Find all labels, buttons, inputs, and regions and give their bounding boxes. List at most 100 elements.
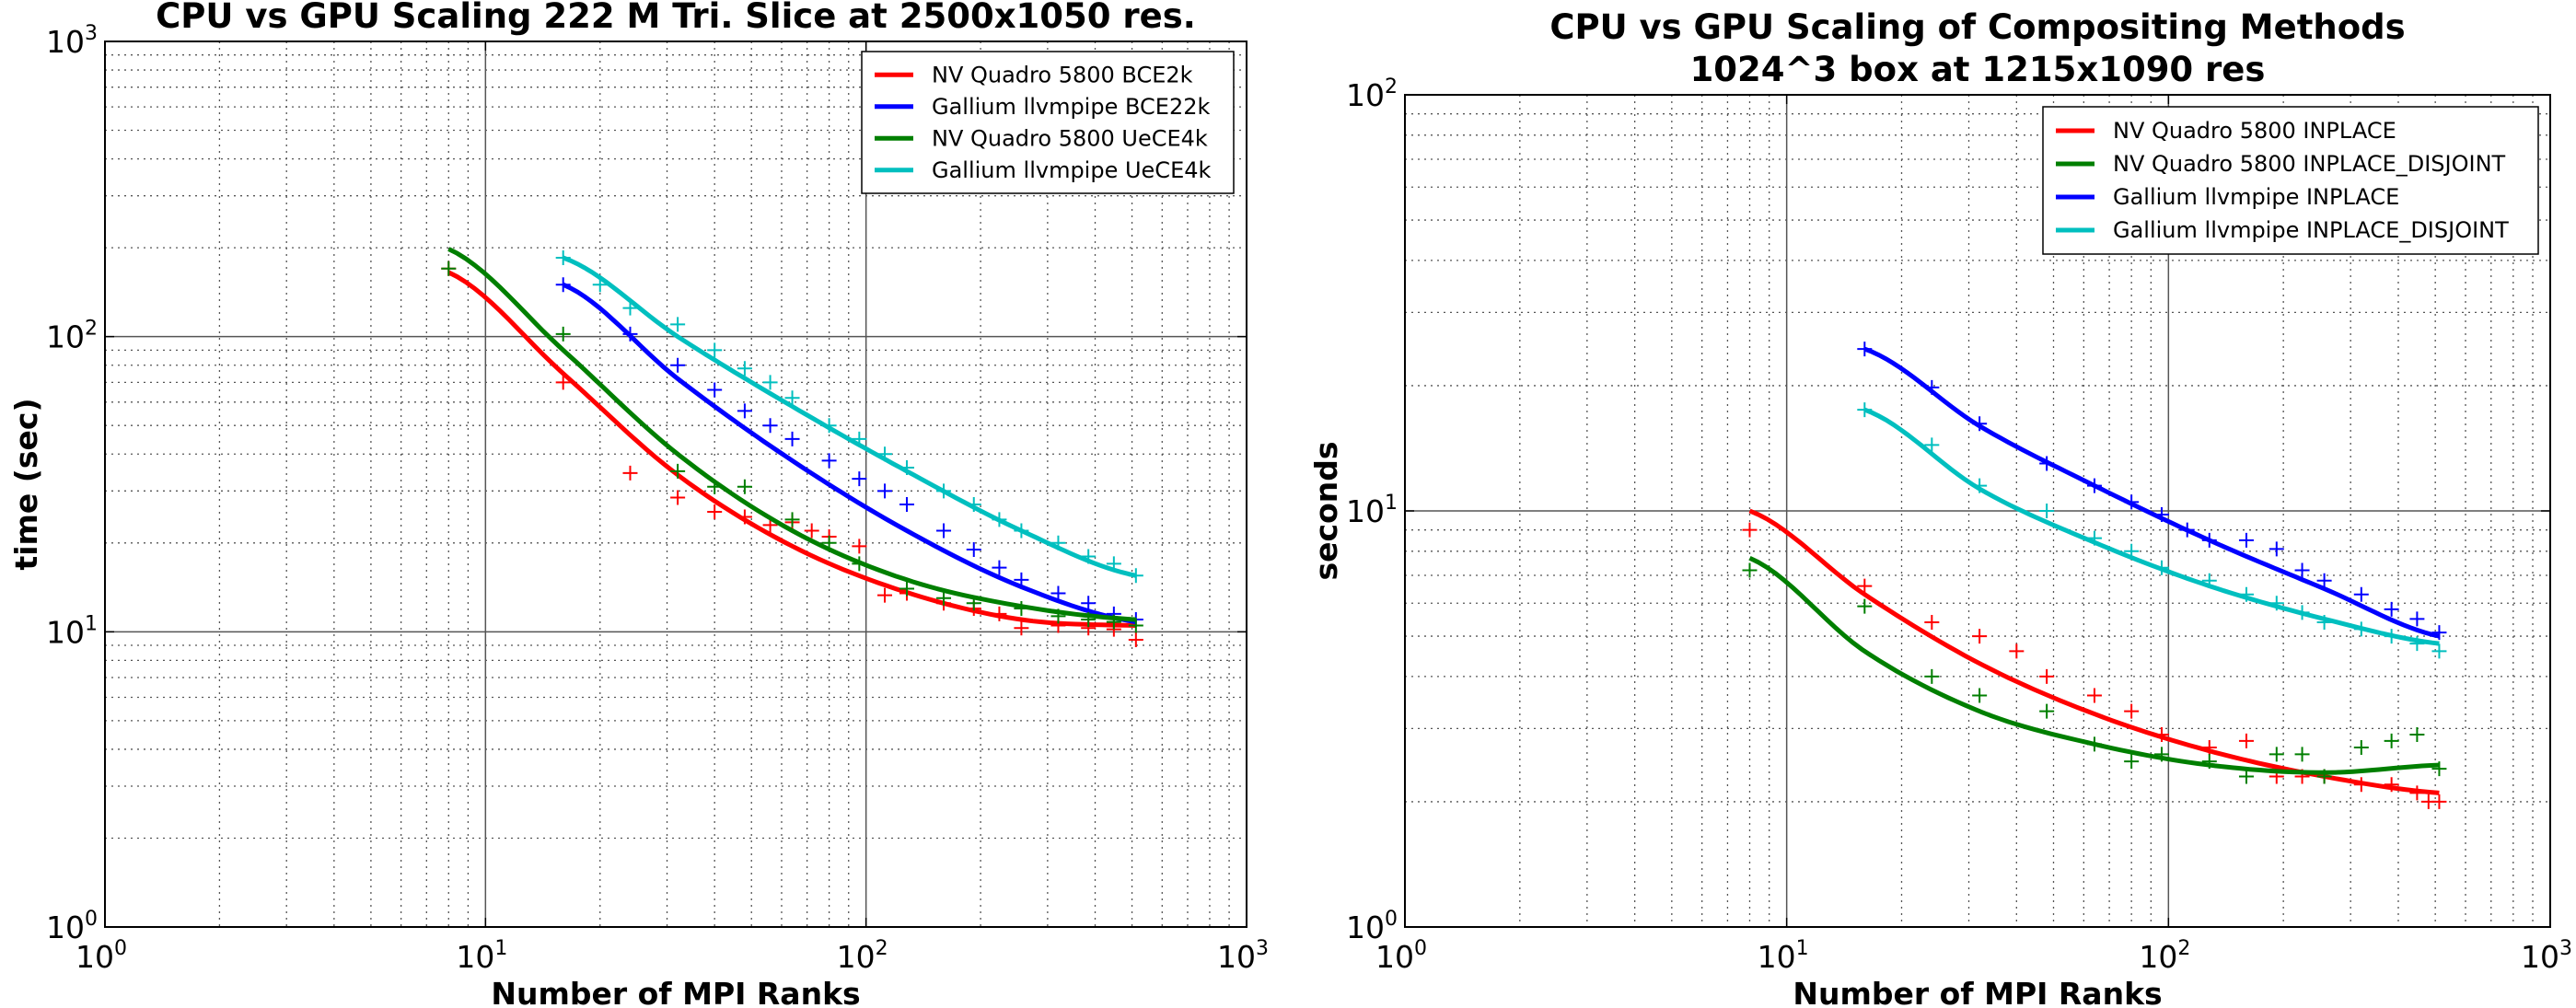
series-layer — [441, 247, 1143, 647]
data-point — [2409, 785, 2425, 801]
data-point — [1128, 631, 1143, 647]
data-point — [1014, 523, 1029, 539]
data-point — [2039, 668, 2055, 684]
data-point — [899, 581, 914, 597]
data-point — [852, 556, 867, 572]
data-point — [555, 326, 571, 342]
data-point — [1924, 379, 1940, 395]
data-point — [2201, 573, 2217, 588]
x-tick-label: 102 — [2139, 937, 2190, 975]
data-point — [2238, 769, 2254, 784]
legend-item: Gallium llvmpipe INPLACE_DISJOINT — [2056, 217, 2509, 243]
data-point — [2294, 562, 2310, 578]
data-point — [784, 390, 800, 406]
data-point — [2269, 747, 2284, 762]
data-point — [670, 490, 686, 505]
data-point — [2269, 596, 2284, 611]
plot-frame — [104, 41, 1247, 928]
data-point — [877, 587, 893, 603]
data-point — [899, 459, 914, 475]
legend-item: Gallium llvmpipe INPLACE — [2056, 184, 2399, 210]
data-point — [622, 465, 638, 481]
data-point — [2039, 703, 2055, 719]
data-point — [784, 431, 800, 446]
data-point — [2039, 504, 2055, 518]
legend-label: NV Quadro 5800 BCE2k — [932, 62, 1193, 87]
series-line-3 — [1863, 407, 2440, 646]
data-point — [936, 590, 952, 606]
legend-label: NV Quadro 5800 INPLACE_DISJOINT — [2113, 151, 2506, 177]
data-point — [2316, 573, 2332, 588]
tick-labels: 100 101 102 103 100 101 102 — [1346, 75, 2572, 975]
plot-frame — [1404, 94, 2551, 928]
data-point — [2384, 733, 2399, 748]
series-line-1 — [562, 282, 1137, 625]
data-point — [1972, 688, 1988, 703]
data-point — [992, 606, 1007, 621]
data-point — [737, 509, 752, 525]
data-point — [555, 249, 571, 265]
data-point — [2086, 478, 2102, 493]
data-point — [1857, 402, 1873, 418]
data-point — [2316, 769, 2332, 784]
legend: NV Quadro 5800 INPLACE NV Quadro 5800 INP… — [2042, 106, 2539, 255]
data-point — [737, 361, 752, 377]
data-point — [2384, 629, 2399, 644]
data-point — [1972, 416, 1988, 432]
data-point — [2409, 726, 2425, 742]
tick-labels: 100 101 102 103 100 101 102 103 — [46, 22, 1269, 975]
y-tick-label: 103 — [46, 22, 98, 60]
data-point — [592, 277, 608, 293]
data-point — [2153, 726, 2169, 742]
y-tick-label: 100 — [1346, 908, 1398, 945]
data-point — [1050, 585, 1066, 601]
data-point — [1106, 556, 1121, 572]
data-point — [762, 375, 778, 390]
data-point — [2238, 532, 2254, 548]
legend-label: Gallium llvmpipe INPLACE_DISJOINT — [2113, 217, 2509, 243]
data-point — [1857, 598, 1873, 614]
data-point — [2353, 740, 2369, 756]
data-point — [1972, 629, 1988, 644]
x-axis-label: Number of MPI Ranks — [1793, 976, 2162, 1008]
data-point — [2353, 777, 2369, 793]
chart-title: CPU vs GPU Scaling 222 M Tri. Slice at 2… — [156, 0, 1196, 36]
data-point — [2124, 703, 2140, 719]
data-point — [762, 418, 778, 434]
y-axis-label: time (sec) — [8, 398, 44, 570]
x-tick-label: 103 — [2521, 937, 2572, 975]
y-tick-label: 102 — [46, 318, 98, 355]
data-point — [877, 483, 893, 499]
data-point — [2086, 688, 2102, 703]
legend-label: NV Quadro 5800 INPLACE — [2113, 118, 2396, 144]
legend-label: Gallium llvmpipe UeCE4k — [932, 157, 1212, 183]
y-tick-label: 101 — [1346, 492, 1398, 529]
data-point — [2353, 586, 2369, 602]
data-point — [2384, 777, 2399, 793]
data-point — [707, 479, 723, 494]
legend-label: NV Quadro 5800 UeCE4k — [932, 125, 1208, 151]
data-point — [2124, 543, 2140, 559]
data-point — [1742, 562, 1758, 578]
data-point — [1742, 522, 1758, 538]
x-axis-label: Number of MPI Ranks — [491, 976, 860, 1008]
data-point — [2124, 494, 2140, 510]
data-point — [2238, 586, 2254, 602]
data-point — [2153, 747, 2169, 762]
data-point — [2353, 621, 2369, 637]
series-3 — [1857, 402, 2447, 659]
data-point — [670, 317, 686, 332]
series-1 — [1742, 556, 2447, 784]
legend-item: NV Quadro 5800 INPLACE_DISJOINT — [2056, 151, 2506, 177]
data-point — [707, 342, 723, 358]
data-point — [2086, 530, 2102, 546]
data-point — [992, 512, 1007, 527]
data-point — [2201, 754, 2217, 770]
data-point — [1050, 608, 1066, 624]
data-point — [2269, 541, 2284, 557]
data-point — [1972, 478, 1988, 493]
y-tick-label: 101 — [46, 612, 98, 650]
data-point — [821, 535, 837, 550]
data-point — [670, 357, 686, 373]
